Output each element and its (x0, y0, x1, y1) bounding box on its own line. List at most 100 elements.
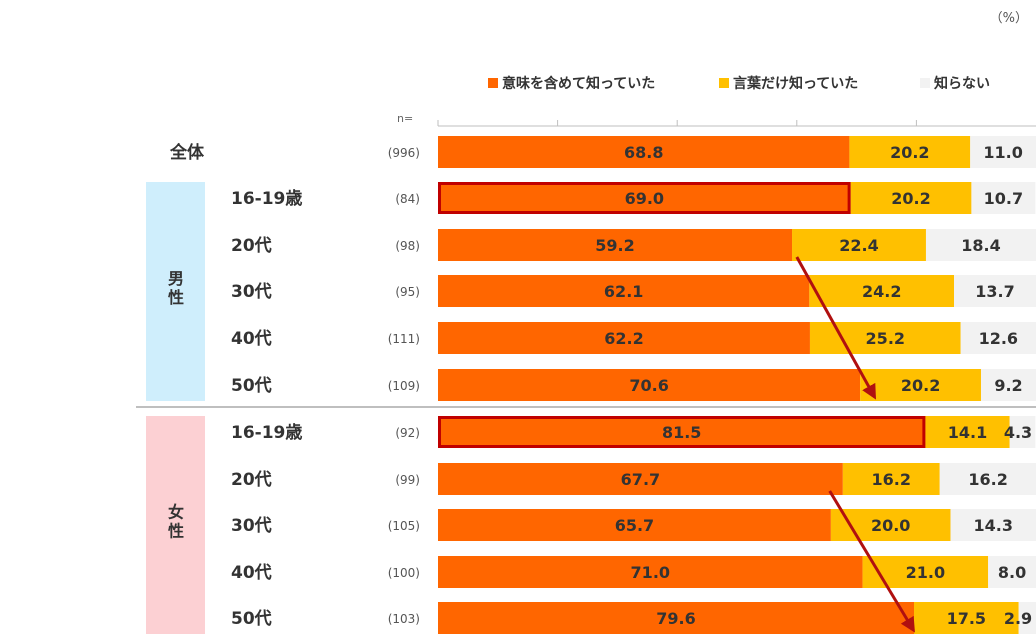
bar-segment-7-0 (438, 463, 843, 495)
legend-swatch-2 (920, 78, 930, 88)
bar-segment-2-1 (792, 229, 926, 261)
bar-segment-6-0 (438, 416, 926, 448)
row-n-4: (111) (388, 332, 420, 346)
bar-value-0-2: 11.0 (983, 143, 1022, 162)
bar-segment-10-0 (438, 602, 915, 634)
legend-swatch-1 (719, 78, 729, 88)
row-label-7: 20代 (231, 469, 272, 490)
row-n-8: (105) (388, 519, 420, 533)
bar-value-5-0: 70.6 (629, 376, 668, 395)
bar-value-6-1: 14.1 (948, 423, 987, 442)
bar-value-7-1: 16.2 (872, 470, 911, 489)
bar-value-1-1: 20.2 (891, 189, 930, 208)
row-label-2: 20代 (231, 235, 272, 256)
row-label-10: 50代 (231, 608, 272, 629)
highlight-box-1 (438, 182, 851, 214)
row-n-7: (99) (395, 473, 420, 487)
legend-label-0: 意味を含めて知っていた (502, 75, 655, 92)
bar-segment-7-1 (842, 463, 940, 495)
bar-segment-4-0 (438, 322, 810, 354)
bar-value-5-1: 20.2 (901, 376, 940, 395)
legend: 意味を含めて知っていた 言葉だけ知っていた 知らない (488, 75, 990, 92)
bar-segment-7-2 (939, 463, 1036, 495)
bar-value-10-2: 2.9 (1004, 609, 1032, 628)
bar-value-5-2: 9.2 (994, 376, 1022, 395)
row-n-5: (109) (388, 379, 420, 393)
row-label-6: 16-19歳 (231, 422, 302, 443)
bar-value-4-2: 12.6 (979, 329, 1018, 348)
bar-segment-1-1 (850, 182, 972, 214)
row-n-6: (92) (395, 426, 420, 440)
trend-arrow-0 (795, 256, 876, 400)
bar-segment-0-2 (970, 136, 1036, 168)
bar-value-8-2: 14.3 (974, 516, 1013, 535)
bar-value-6-0: 81.5 (662, 423, 701, 442)
bar-value-4-1: 25.2 (866, 329, 905, 348)
n-header: n= (397, 112, 413, 125)
trend-arrows (795, 256, 915, 633)
bar-segment-8-2 (950, 509, 1036, 541)
bar-value-1-2: 10.7 (984, 189, 1023, 208)
bar-value-2-0: 59.2 (595, 236, 634, 255)
row-n-10: (103) (388, 612, 420, 626)
highlight-box-6 (438, 416, 926, 448)
legend-label-2: 知らない (934, 75, 990, 92)
bar-segment-0-1 (849, 136, 971, 168)
bar-segment-3-2 (954, 275, 1036, 307)
bar-segment-5-2 (980, 369, 1036, 401)
bar-value-0-1: 20.2 (890, 143, 929, 162)
row-label-0: 全体 (169, 142, 205, 163)
legend-swatch-0 (488, 78, 498, 88)
bar-value-4-0: 62.2 (604, 329, 643, 348)
bar-value-3-0: 62.1 (604, 282, 643, 301)
bar-value-0-0: 68.8 (624, 143, 663, 162)
legend-label-1: 言葉だけ知っていた (733, 75, 858, 92)
bar-segment-1-2 (971, 182, 1036, 214)
bar-segment-3-0 (438, 275, 810, 307)
group-label-2-1: 性 (168, 522, 184, 541)
bar-value-8-1: 20.0 (871, 516, 910, 535)
bar-segment-1-0 (438, 182, 851, 214)
bar-value-8-0: 65.7 (615, 516, 654, 535)
bar-segment-2-0 (438, 229, 793, 261)
group-label-1-1: 性 (168, 288, 184, 307)
bar-value-7-0: 67.7 (621, 470, 660, 489)
row-label-1: 16-19歳 (231, 188, 302, 209)
bar-value-1-0: 69.0 (625, 189, 664, 208)
row-label-3: 30代 (231, 281, 272, 302)
x-axis (437, 120, 1036, 127)
bar-value-10-0: 79.6 (656, 609, 695, 628)
bar-value-6-2: 4.3 (1004, 423, 1032, 442)
bar-segment-6-2 (1009, 416, 1036, 448)
row-n-1: (84) (395, 192, 420, 206)
bar-segment-9-2 (988, 556, 1036, 588)
bar-value-10-1: 17.5 (947, 609, 986, 628)
row-label-4: 40代 (231, 328, 272, 349)
trend-arrow-1 (828, 490, 915, 633)
bar-value-7-2: 16.2 (968, 470, 1007, 489)
row-label-5: 50代 (231, 375, 272, 396)
unit-label: （%） (990, 11, 1028, 26)
bar-value-9-1: 21.0 (906, 563, 945, 582)
bar-segment-9-0 (438, 556, 863, 588)
bar-segment-10-2 (1018, 602, 1036, 634)
group-label-2-0: 女 (168, 503, 184, 522)
bar-value-2-1: 22.4 (839, 236, 878, 255)
bar-segment-2-2 (925, 229, 1036, 261)
bar-segment-10-1 (914, 602, 1019, 634)
bar-value-3-1: 24.2 (862, 282, 901, 301)
row-label-9: 40代 (231, 562, 272, 583)
row-n-0: (996) (388, 146, 420, 160)
bar-segment-3-1 (809, 275, 955, 307)
bar-value-9-0: 71.0 (631, 563, 670, 582)
bar-value-2-2: 18.4 (961, 236, 1000, 255)
bar-rows: 全体 (996) 68.8 20.2 11.0 16-19歳 (84) 69.0 20.2 10.… (169, 136, 1036, 634)
bar-segment-5-1 (860, 369, 981, 401)
row-n-3: (95) (395, 285, 420, 299)
group-band-1 (146, 182, 205, 401)
bar-segment-4-2 (960, 322, 1036, 354)
row-n-9: (100) (388, 566, 420, 580)
group-band-2 (146, 416, 205, 634)
